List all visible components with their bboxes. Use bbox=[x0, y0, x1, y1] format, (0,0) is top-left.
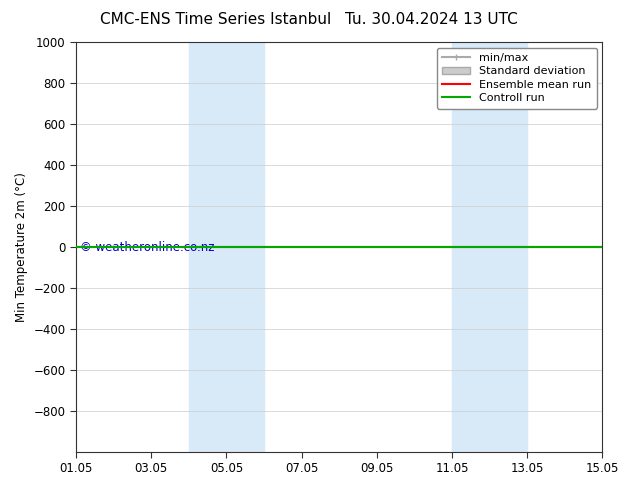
Text: © weatheronline.co.nz: © weatheronline.co.nz bbox=[80, 241, 214, 254]
Y-axis label: Min Temperature 2m (°C): Min Temperature 2m (°C) bbox=[15, 172, 28, 322]
Bar bbox=[452, 42, 527, 452]
Legend: min/max, Standard deviation, Ensemble mean run, Controll run: min/max, Standard deviation, Ensemble me… bbox=[437, 48, 597, 109]
Text: Tu. 30.04.2024 13 UTC: Tu. 30.04.2024 13 UTC bbox=[345, 12, 517, 27]
Bar bbox=[189, 42, 264, 452]
Text: CMC-ENS Time Series Istanbul: CMC-ENS Time Series Istanbul bbox=[100, 12, 331, 27]
